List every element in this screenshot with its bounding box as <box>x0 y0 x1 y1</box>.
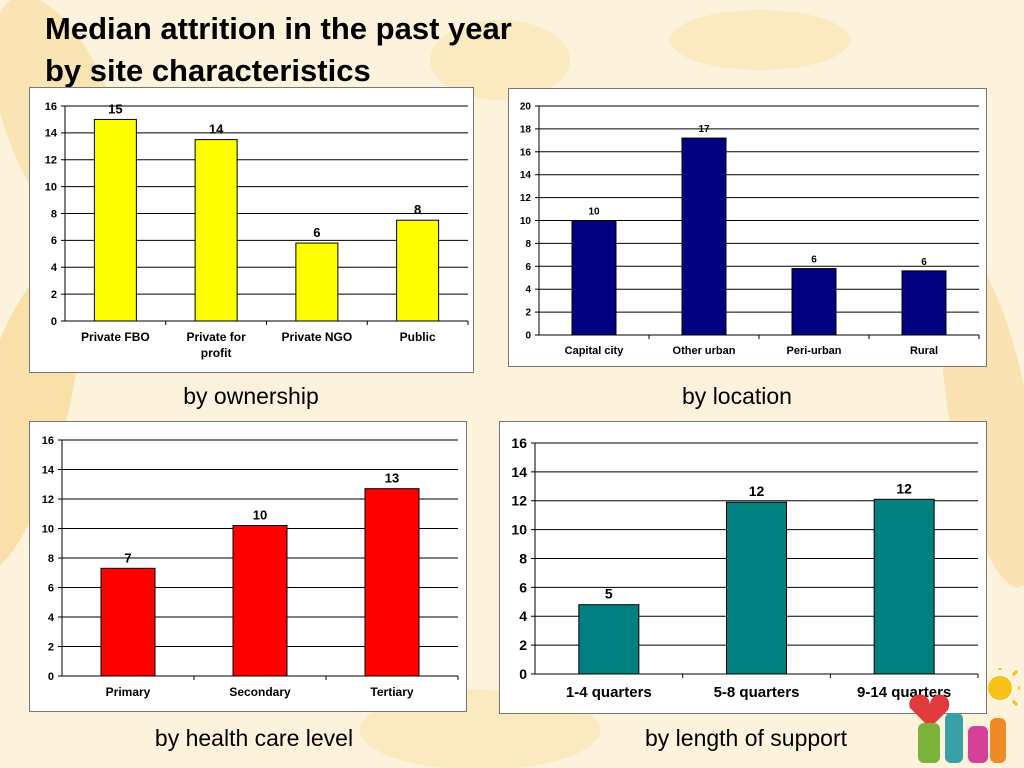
y-tick-label: 8 <box>48 553 54 565</box>
bar-private-ngo <box>295 242 339 322</box>
data-label: 12 <box>749 483 765 499</box>
y-tick-label: 10 <box>511 522 527 538</box>
data-label: 17 <box>698 124 710 135</box>
x-category-label: 9-14 quarters <box>857 684 951 701</box>
x-category-label: Peri-urban <box>786 345 841 357</box>
data-label: 8 <box>414 202 421 217</box>
y-tick-label: 8 <box>51 208 57 220</box>
x-category-label: Public <box>400 330 436 344</box>
x-category-label: Tertiary <box>370 685 413 699</box>
chart-by-health-care-level: 0 2 4 6 8 10 12 14 16 7 Primary 10 Secondary 13 Tertia… <box>29 421 467 712</box>
y-tick-label: 10 <box>42 523 54 535</box>
y-tick-label: 2 <box>48 641 54 653</box>
y-tick-label: 0 <box>48 671 54 683</box>
bar-other-urban <box>681 137 727 336</box>
y-tick-label: 4 <box>51 262 58 274</box>
y-tick-label: 2 <box>519 637 527 653</box>
slide-title: Median attrition in the past year by sit… <box>45 8 512 92</box>
y-tick-label: 4 <box>519 608 527 624</box>
y-tick-label: 4 <box>525 285 531 296</box>
y-tick-label: 14 <box>42 464 55 476</box>
bar-peri-urban <box>791 268 837 336</box>
y-tick-label: 14 <box>520 170 532 181</box>
data-label: 6 <box>313 225 320 240</box>
bar-private-for-profit <box>194 139 238 322</box>
y-tick-label: 18 <box>520 124 532 135</box>
y-tick-label: 16 <box>511 435 527 451</box>
bar-private-fbo <box>93 118 137 322</box>
x-category-label: 5-8 quarters <box>714 684 800 701</box>
chart-by-length-of-support: 0 2 4 6 8 10 12 14 16 5 1-4 quarters 12 5-8 quarters… <box>499 421 987 714</box>
y-tick-label: 16 <box>42 435 54 447</box>
y-tick-label: 16 <box>520 147 532 158</box>
chart-by-health-care-level-svg: 0 2 4 6 8 10 12 14 16 7 Primary 10 Secondary 13 Tertia… <box>42 435 459 699</box>
data-label: 7 <box>124 550 131 565</box>
y-tick-label: 0 <box>525 331 531 342</box>
data-label: 14 <box>209 122 224 137</box>
y-tick-label: 14 <box>511 464 527 480</box>
x-category-label: Private NGO <box>282 330 353 344</box>
x-category-label: Capital city <box>565 345 625 357</box>
y-tick-label: 6 <box>525 262 531 273</box>
x-category-label: 1-4 quarters <box>566 684 652 701</box>
y-tick-label: 6 <box>48 582 54 594</box>
y-tick-label: 2 <box>51 289 57 301</box>
data-label: 13 <box>385 471 399 486</box>
data-label: 6 <box>811 255 817 266</box>
data-label: 15 <box>108 101 122 116</box>
y-tick-label: 0 <box>519 666 527 682</box>
y-tick-label: 12 <box>42 494 54 506</box>
chart-by-location-svg: 0 2 4 6 8 10 12 14 16 18 20 10 Capital city 17 Other u… <box>520 102 980 357</box>
bar-5-8-quarters <box>726 501 787 675</box>
x-category-label: Other urban <box>673 345 736 357</box>
data-label: 10 <box>253 508 267 523</box>
y-tick-label: 12 <box>511 493 527 509</box>
caption-by-health-care-level: by health care level <box>154 725 354 751</box>
slide-title-line2: by site characteristics <box>45 53 371 88</box>
y-tick-label: 8 <box>519 550 527 566</box>
y-tick-label: 8 <box>525 239 531 250</box>
bar-public <box>396 219 440 322</box>
chart-by-ownership-svg: 0 2 4 6 8 10 12 14 16 15 Private FBO 14 Private for p… <box>45 101 469 360</box>
chart-by-location: 0 2 4 6 8 10 12 14 16 18 20 10 Capital city 17 Other u… <box>508 88 987 367</box>
y-tick-label: 2 <box>525 308 531 319</box>
data-label: 5 <box>605 586 613 602</box>
y-tick-label: 6 <box>51 235 57 247</box>
bar-9-14-quarters <box>873 498 935 675</box>
bar-secondary <box>232 525 288 677</box>
caption-by-length-of-support: by length of support <box>644 725 848 751</box>
bar-1-4-quarters <box>578 604 640 675</box>
x-category-label: Private for profit <box>186 330 246 360</box>
bar-primary <box>100 567 156 677</box>
data-label: 12 <box>896 480 912 496</box>
y-tick-label: 10 <box>45 181 57 193</box>
bar-tertiary <box>364 488 420 677</box>
y-tick-label: 4 <box>48 612 55 624</box>
data-label: 10 <box>588 207 600 218</box>
chart-by-length-of-support-svg: 0 2 4 6 8 10 12 14 16 5 1-4 quarters 12 5-8 quarters… <box>511 435 979 701</box>
y-tick-label: 16 <box>45 101 57 113</box>
y-tick-label: 20 <box>520 102 532 113</box>
x-category-label: Private FBO <box>81 330 150 344</box>
bar-rural <box>901 270 947 336</box>
y-tick-label: 14 <box>45 128 58 140</box>
caption-by-ownership: by ownership <box>183 383 319 409</box>
decorative-logo-image <box>909 668 1020 763</box>
y-tick-label: 12 <box>45 155 57 167</box>
x-category-label: Secondary <box>229 685 291 699</box>
y-tick-label: 0 <box>51 316 57 328</box>
y-tick-label: 10 <box>520 216 532 227</box>
data-label: 6 <box>921 257 927 268</box>
caption-by-location: by location <box>682 383 792 409</box>
y-tick-label: 6 <box>519 579 527 595</box>
x-category-label: Rural <box>910 345 938 357</box>
x-category-label: Primary <box>106 685 151 699</box>
bar-capital-city <box>571 220 617 336</box>
y-tick-label: 12 <box>520 193 532 204</box>
slide-title-line1: Median attrition in the past year <box>45 11 512 46</box>
chart-by-ownership: 0 2 4 6 8 10 12 14 16 15 Private FBO 14 Private for p… <box>29 87 474 373</box>
